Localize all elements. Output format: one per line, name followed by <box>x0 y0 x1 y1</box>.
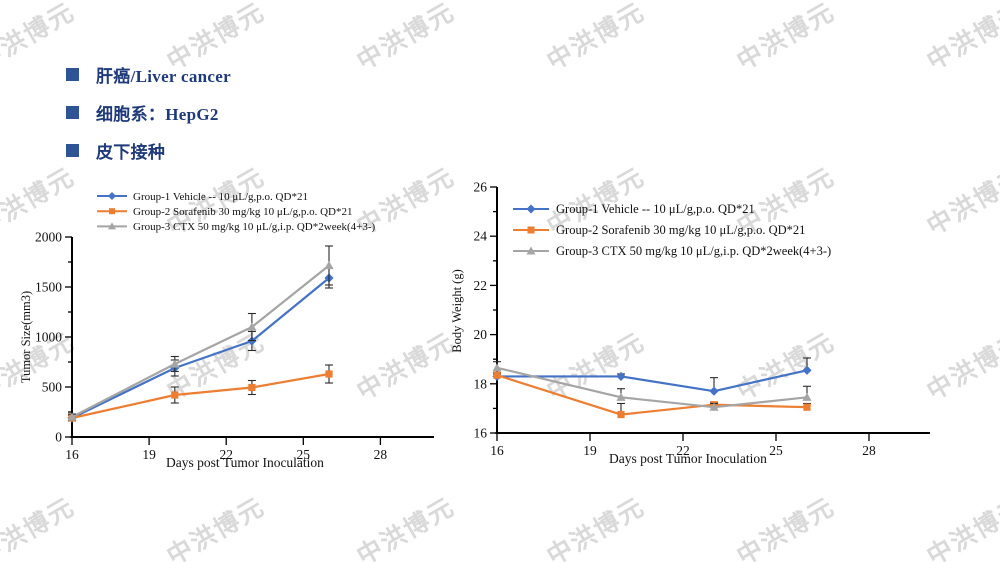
bullet-item: 皮下接种 <box>66 138 231 163</box>
square-marker <box>493 371 501 379</box>
tumor-legend-label-group1: Group-1 Vehicle -- 10 μL/g,p.o. QD*21 <box>133 191 308 203</box>
legend-triangle-marker <box>526 246 536 255</box>
series-line <box>496 374 808 416</box>
legend-diamond-marker <box>108 192 116 200</box>
y-tick-label: 1500 <box>35 280 62 295</box>
x-tick-label: 19 <box>142 447 156 462</box>
tumor-legend-label-group3: Group-3 CTX 50 mg/kg 10 μL/g,i.p. QD*2we… <box>133 221 375 233</box>
x-tick-label: 28 <box>374 447 388 462</box>
square-marker <box>803 403 811 411</box>
x-tick-label: 16 <box>490 443 504 458</box>
series-line <box>71 277 330 419</box>
triangle-marker <box>247 322 257 331</box>
y-tick-label: 18 <box>474 376 488 391</box>
diamond-marker <box>616 371 626 382</box>
square-marker <box>248 383 256 392</box>
body-weight-chart: 16 19 22 25 28 16 18 20 22 24 26 <box>474 180 930 458</box>
y-tick-label: 24 <box>474 229 488 244</box>
bodyweight-legend-label-group1: Group-1 Vehicle -- 10 μL/g,p.o. QD*21 <box>556 202 755 216</box>
triangle-marker <box>616 392 626 401</box>
y-tick-label: 16 <box>474 426 488 441</box>
tumor-size-chart: 16 19 22 25 28 0 500 1000 1500 2000 <box>35 192 434 462</box>
triangle-marker <box>170 359 180 368</box>
legend-triangle-marker <box>108 222 116 230</box>
y-tick-label: 2000 <box>35 230 62 245</box>
bullet-item: 细胞系：HepG2 <box>66 100 231 125</box>
bullet-label-inoculation: 皮下接种 <box>96 143 166 162</box>
x-tick-label: 25 <box>297 447 311 462</box>
bullet-label-cell-line: 细胞系：HepG2 <box>96 105 219 124</box>
bullet-label-cancer-type: 肝癌/Liver cancer <box>96 67 231 86</box>
triangle-marker <box>324 260 334 270</box>
bodyweight-legend-label-group3: Group-3 CTX 50 mg/kg 10 μL/g,i.p. QD*2we… <box>556 244 831 258</box>
bullet-list: 肝癌/Liver cancer 细胞系：HepG2 皮下接种 <box>66 62 231 163</box>
y-tick-label: 20 <box>474 327 488 342</box>
y-tick-label: 26 <box>474 180 488 195</box>
triangle-marker <box>492 363 502 372</box>
tumor-legend-label-group2: Group-2 Sorafenib 30 mg/kg 10 μL/g,p.o. … <box>133 206 352 218</box>
triangle-marker <box>67 412 77 421</box>
x-tick-label: 28 <box>862 443 876 458</box>
diamond-marker <box>709 386 719 396</box>
tumor-y-axis-title: Tumor Size(mm3) <box>19 291 33 383</box>
bodyweight-y-axis-title: Body Weight (g) <box>450 269 464 352</box>
series-line <box>497 369 808 393</box>
x-tick-label: 22 <box>676 443 690 458</box>
bodyweight-legend-label-group2: Group-2 Sorafenib 30 mg/kg 10 μL/g,p.o. … <box>556 223 805 237</box>
y-tick-label: 1000 <box>35 330 62 345</box>
square-marker <box>171 391 179 399</box>
square-marker <box>617 410 625 419</box>
bodyweight-x-axis-title: Days post Tumor Inoculation <box>609 451 767 466</box>
square-marker <box>325 370 333 378</box>
bullet-item: 肝癌/Liver cancer <box>66 62 231 87</box>
x-tick-label: 19 <box>583 443 597 458</box>
tumor-x-axis-title: Days post Tumor Inoculation <box>166 455 324 470</box>
diamond-marker <box>802 365 812 375</box>
series-line <box>71 372 330 420</box>
y-tick-label: 22 <box>474 278 488 293</box>
x-tick-label: 22 <box>219 447 233 462</box>
y-tick-label: 0 <box>55 430 62 445</box>
bullet-square-icon <box>66 144 79 157</box>
legend-diamond-marker <box>526 204 536 214</box>
legend-square-marker <box>527 226 535 234</box>
series-line <box>496 366 808 409</box>
legend-square-marker <box>109 208 115 215</box>
triangle-marker <box>709 402 719 411</box>
series-line <box>71 264 330 418</box>
bullet-square-icon <box>66 68 79 81</box>
bullet-square-icon <box>66 106 79 119</box>
triangle-marker <box>802 392 812 401</box>
x-tick-label: 16 <box>65 447 79 462</box>
x-tick-label: 25 <box>769 443 783 458</box>
y-tick-label: 500 <box>42 380 63 395</box>
